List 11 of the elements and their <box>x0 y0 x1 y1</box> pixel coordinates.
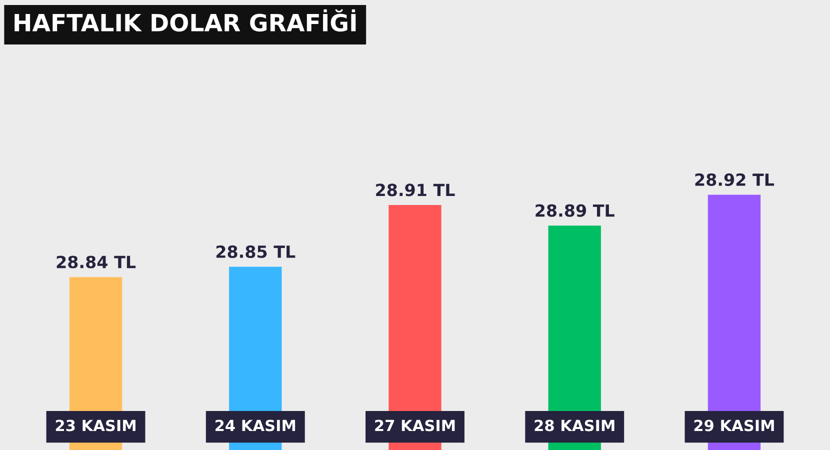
data-label: 28.89 TL <box>536 204 614 217</box>
x-tick-label: 23 KASIM <box>56 420 136 432</box>
data-label: 28.92 TL <box>695 173 774 186</box>
x-tick-label: 29 KASIM <box>694 420 774 432</box>
x-tick-label: 28 KASIM <box>534 420 614 432</box>
x-tick-label: 24 KASIM <box>216 420 296 432</box>
x-tick-label: 27 KASIM <box>375 420 455 432</box>
chart-title: HAFTALIK DOLAR GRAFİĞİ <box>14 9 356 32</box>
data-label: 28.84 TL <box>56 256 136 268</box>
data-label: 28.91 TL <box>376 184 455 196</box>
data-label: 28.85 TL <box>216 245 296 258</box>
